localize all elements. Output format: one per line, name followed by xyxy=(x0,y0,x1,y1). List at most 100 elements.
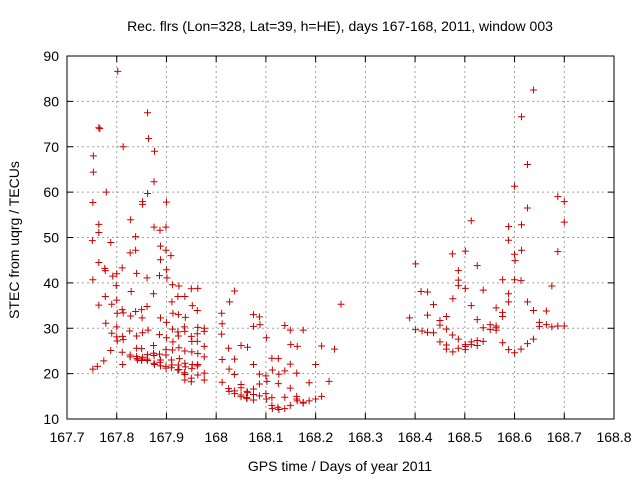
data-point xyxy=(454,344,462,352)
x-tick-label: 167.9 xyxy=(149,429,184,445)
data-point xyxy=(518,113,526,121)
data-point xyxy=(118,348,126,356)
data-point xyxy=(429,301,437,309)
data-point xyxy=(174,332,182,340)
data-point xyxy=(268,354,276,362)
data-point xyxy=(118,264,126,272)
data-point xyxy=(95,301,103,309)
data-point xyxy=(168,298,176,306)
data-point xyxy=(286,401,294,409)
data-point xyxy=(162,318,170,326)
data-point xyxy=(126,327,134,335)
data-point xyxy=(479,324,487,332)
data-point xyxy=(523,340,531,348)
data-point xyxy=(436,321,444,329)
data-point xyxy=(107,238,115,246)
x-tick-label: 168.3 xyxy=(348,429,383,445)
data-point xyxy=(144,189,152,197)
data-point xyxy=(305,379,313,387)
data-point xyxy=(473,341,481,349)
data-point xyxy=(286,360,294,368)
data-point xyxy=(249,361,257,369)
data-point xyxy=(529,335,537,343)
x-tick-label: 168.1 xyxy=(248,429,283,445)
data-point xyxy=(424,311,432,319)
y-tick-label: 40 xyxy=(43,275,59,291)
data-point xyxy=(511,182,519,190)
data-point xyxy=(237,341,245,349)
data-point xyxy=(162,266,170,274)
data-point xyxy=(449,348,457,356)
data-point xyxy=(126,249,134,257)
data-point xyxy=(442,345,450,353)
data-point xyxy=(156,256,164,264)
data-point xyxy=(95,220,103,228)
y-tick-label: 50 xyxy=(43,230,59,246)
data-point xyxy=(262,395,270,403)
data-point xyxy=(281,322,289,330)
data-point xyxy=(499,276,507,284)
data-point xyxy=(109,272,117,280)
data-point xyxy=(169,338,177,346)
data-point xyxy=(499,312,507,320)
data-point xyxy=(237,384,245,392)
data-point xyxy=(275,405,283,413)
data-point xyxy=(517,345,525,353)
data-point xyxy=(96,125,104,133)
data-point xyxy=(174,292,182,300)
y-tick-labels: 10 20 30 40 50 60 70 80 90 xyxy=(43,48,59,427)
data-point xyxy=(181,313,189,321)
data-point xyxy=(168,325,176,333)
data-point xyxy=(268,394,276,402)
data-point xyxy=(89,365,97,373)
data-point xyxy=(518,246,526,254)
data-point xyxy=(88,237,96,245)
data-point xyxy=(156,242,164,250)
data-point xyxy=(542,307,550,315)
data-point xyxy=(535,322,543,330)
data-point xyxy=(274,355,282,363)
data-point xyxy=(200,342,208,350)
data-point xyxy=(168,281,176,289)
data-point xyxy=(281,393,289,401)
data-point xyxy=(417,287,425,295)
data-point xyxy=(454,267,462,275)
data-point xyxy=(113,323,121,331)
data-point xyxy=(305,397,313,405)
data-point xyxy=(200,376,208,384)
data-point xyxy=(560,322,568,330)
data-point xyxy=(102,319,110,327)
data-point xyxy=(406,314,414,322)
data-point xyxy=(542,321,550,329)
data-point xyxy=(281,405,289,413)
plot-frame xyxy=(66,55,615,420)
data-points xyxy=(88,67,568,413)
data-point xyxy=(95,124,103,132)
data-point xyxy=(249,396,257,404)
data-point xyxy=(138,314,146,322)
data-point xyxy=(312,395,320,403)
data-point xyxy=(511,250,519,258)
data-point xyxy=(143,274,151,282)
data-point xyxy=(467,341,475,349)
data-point xyxy=(529,86,537,94)
data-point xyxy=(218,320,226,328)
data-point xyxy=(174,366,182,374)
data-point xyxy=(492,304,500,312)
data-point xyxy=(312,361,320,369)
data-point xyxy=(436,338,444,346)
data-point xyxy=(226,298,234,306)
data-point xyxy=(112,282,120,290)
data-point xyxy=(548,323,556,331)
data-point xyxy=(155,331,163,339)
axis-ticks xyxy=(66,55,615,420)
data-point xyxy=(262,372,270,380)
x-tick-label: 168.2 xyxy=(298,429,333,445)
data-point xyxy=(187,285,195,293)
data-point xyxy=(193,307,201,315)
data-point xyxy=(175,282,183,290)
data-point xyxy=(467,217,475,225)
data-point xyxy=(108,300,116,308)
data-point xyxy=(95,258,103,266)
data-point xyxy=(225,344,233,352)
